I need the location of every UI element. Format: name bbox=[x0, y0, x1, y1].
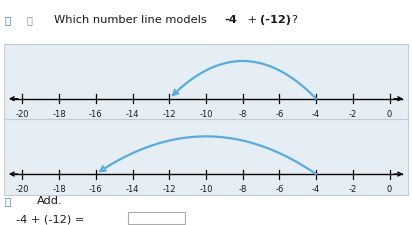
Text: ?: ? bbox=[291, 15, 297, 25]
Text: -10: -10 bbox=[199, 185, 213, 194]
Text: 0: 0 bbox=[387, 110, 392, 119]
Text: -2: -2 bbox=[349, 185, 357, 194]
Text: 🔊: 🔊 bbox=[4, 196, 10, 206]
Text: 🔊: 🔊 bbox=[4, 15, 10, 25]
Text: 0: 0 bbox=[387, 185, 392, 194]
Text: -6: -6 bbox=[275, 185, 283, 194]
Text: -2: -2 bbox=[349, 110, 357, 119]
Text: -18: -18 bbox=[52, 185, 66, 194]
Text: -8: -8 bbox=[239, 110, 247, 119]
Text: -4: -4 bbox=[312, 110, 320, 119]
Text: -10: -10 bbox=[199, 110, 213, 119]
Text: -18: -18 bbox=[52, 110, 66, 119]
Text: -20: -20 bbox=[16, 110, 29, 119]
Text: -16: -16 bbox=[89, 110, 103, 119]
Text: -4: -4 bbox=[312, 185, 320, 194]
Text: -12: -12 bbox=[163, 185, 176, 194]
Text: -6: -6 bbox=[275, 110, 283, 119]
Text: -12: -12 bbox=[163, 110, 176, 119]
Text: -4 + (-12) =: -4 + (-12) = bbox=[16, 214, 85, 225]
Text: 🖼: 🖼 bbox=[27, 15, 33, 25]
Text: -20: -20 bbox=[16, 185, 29, 194]
Text: Add.: Add. bbox=[37, 196, 63, 206]
Text: -14: -14 bbox=[126, 185, 139, 194]
Text: -8: -8 bbox=[239, 185, 247, 194]
Text: +: + bbox=[244, 15, 261, 25]
Text: -16: -16 bbox=[89, 185, 103, 194]
Text: (-12): (-12) bbox=[260, 15, 291, 25]
Text: Which number line models: Which number line models bbox=[54, 15, 210, 25]
Text: -4: -4 bbox=[225, 15, 237, 25]
Text: -14: -14 bbox=[126, 110, 139, 119]
FancyBboxPatch shape bbox=[128, 212, 185, 224]
